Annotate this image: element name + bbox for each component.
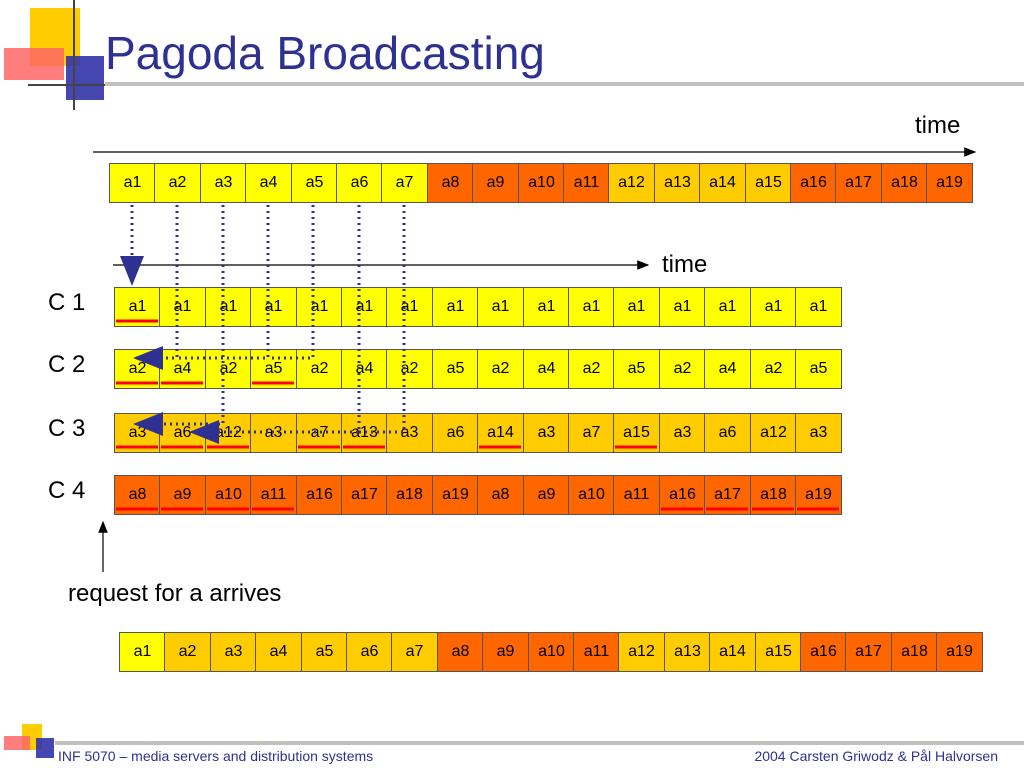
channel-label-4: C 4 xyxy=(48,477,86,504)
channel-1-cell: a1 xyxy=(159,287,206,327)
footer-rule xyxy=(55,741,1024,745)
channel-3-cell: a12 xyxy=(750,413,797,453)
dotted-link-a6 xyxy=(189,205,361,444)
bottom-segment-a16: a16 xyxy=(800,632,847,672)
bottom-segment-a18: a18 xyxy=(891,632,938,672)
bottom-segment-a3: a3 xyxy=(210,632,257,672)
channel-label-3: C 3 xyxy=(48,415,86,442)
logo-hline xyxy=(28,84,110,86)
footer-logo-blue xyxy=(36,738,54,758)
channel-4-cell: a18 xyxy=(386,475,433,515)
bottom-segment-a2: a2 xyxy=(164,632,211,672)
channel-1-cell: a1 xyxy=(795,287,842,327)
dotted-link-a5 xyxy=(268,205,315,360)
channel-2-cell: a4 xyxy=(523,349,570,389)
top-segment-a7: a7 xyxy=(381,163,428,203)
top-segment-a13: a13 xyxy=(654,163,701,203)
channel-3-cell: a3 xyxy=(659,413,706,453)
top-segment-a1: a1 xyxy=(109,163,156,203)
channel-4-cell: a19 xyxy=(432,475,479,515)
footer-logo-red xyxy=(4,736,30,750)
channel-4-cell: a11 xyxy=(613,475,660,515)
channel-1-cell: a1 xyxy=(250,287,297,327)
channel-1-cell: a1 xyxy=(659,287,706,327)
channel-1-cell: a1 xyxy=(296,287,343,327)
top-segment-a12: a12 xyxy=(608,163,655,203)
bottom-segment-a4: a4 xyxy=(255,632,302,672)
bottom-segment-a1: a1 xyxy=(119,632,166,672)
top-segment-a6: a6 xyxy=(336,163,383,203)
channel-2-cell: a2 xyxy=(386,349,433,389)
footer-left: INF 5070 – media servers and distributio… xyxy=(58,748,374,764)
bottom-segment-a17: a17 xyxy=(845,632,892,672)
channel-2-cell: a2 xyxy=(568,349,615,389)
top-segment-a18: a18 xyxy=(881,163,928,203)
top-segment-a4: a4 xyxy=(245,163,292,203)
logo-red-block xyxy=(4,48,64,80)
mid-time-label: time xyxy=(662,251,708,278)
top-segment-a3: a3 xyxy=(200,163,247,203)
channel-label-2: C 2 xyxy=(48,351,86,378)
channel-2-cell: a5 xyxy=(432,349,479,389)
channel-2-cell: a4 xyxy=(704,349,751,389)
dotted-link-a3 xyxy=(133,205,225,436)
footer-decoration xyxy=(0,724,70,768)
dotted-link-a4 xyxy=(177,205,270,360)
channel-4-cell: a9 xyxy=(523,475,570,515)
dotted-link-a2 xyxy=(133,205,179,370)
channel-1-cell: a1 xyxy=(432,287,479,327)
bottom-segment-a8: a8 xyxy=(437,632,484,672)
footer-right: 2004 Carsten Griwodz & Pål Halvorsen xyxy=(754,748,998,764)
channel-3-cell: a6 xyxy=(704,413,751,453)
channel-2-cell: a2 xyxy=(296,349,343,389)
channel-1-cell: a1 xyxy=(523,287,570,327)
top-segment-a2: a2 xyxy=(154,163,201,203)
top-segment-a15: a15 xyxy=(745,163,792,203)
channel-2-cell: a5 xyxy=(795,349,842,389)
logo-blue-block xyxy=(66,56,104,100)
bottom-segment-a11: a11 xyxy=(573,632,620,672)
channel-3-cell: a3 xyxy=(523,413,570,453)
dotted-link-a7 xyxy=(359,205,406,434)
channel-3-cell: a3 xyxy=(795,413,842,453)
top-time-label: time xyxy=(915,112,961,139)
top-segment-a17: a17 xyxy=(835,163,882,203)
channel-3-cell: a7 xyxy=(568,413,615,453)
channel-label-1: C 1 xyxy=(48,289,86,316)
channel-4-cell: a8 xyxy=(477,475,524,515)
title-rule xyxy=(105,82,1024,86)
bottom-segment-a14: a14 xyxy=(709,632,756,672)
page-title: Pagoda Broadcasting xyxy=(105,27,545,79)
bottom-segment-a9: a9 xyxy=(482,632,529,672)
logo-decoration xyxy=(0,0,110,110)
bottom-segment-a15: a15 xyxy=(755,632,802,672)
request-label: request for a arrives xyxy=(68,580,282,607)
bottom-segment-a12: a12 xyxy=(618,632,665,672)
channel-2-cell: a2 xyxy=(477,349,524,389)
logo-vline xyxy=(73,0,75,110)
top-segment-a8: a8 xyxy=(427,163,474,203)
top-segment-a11: a11 xyxy=(563,163,610,203)
bottom-segment-a19: a19 xyxy=(936,632,983,672)
top-segment-a19: a19 xyxy=(926,163,973,203)
bottom-segment-a6: a6 xyxy=(346,632,393,672)
top-segment-a9: a9 xyxy=(472,163,519,203)
channel-1-cell: a1 xyxy=(704,287,751,327)
top-segment-a10: a10 xyxy=(518,163,565,203)
bottom-segment-a7: a7 xyxy=(391,632,438,672)
top-segment-a5: a5 xyxy=(291,163,338,203)
